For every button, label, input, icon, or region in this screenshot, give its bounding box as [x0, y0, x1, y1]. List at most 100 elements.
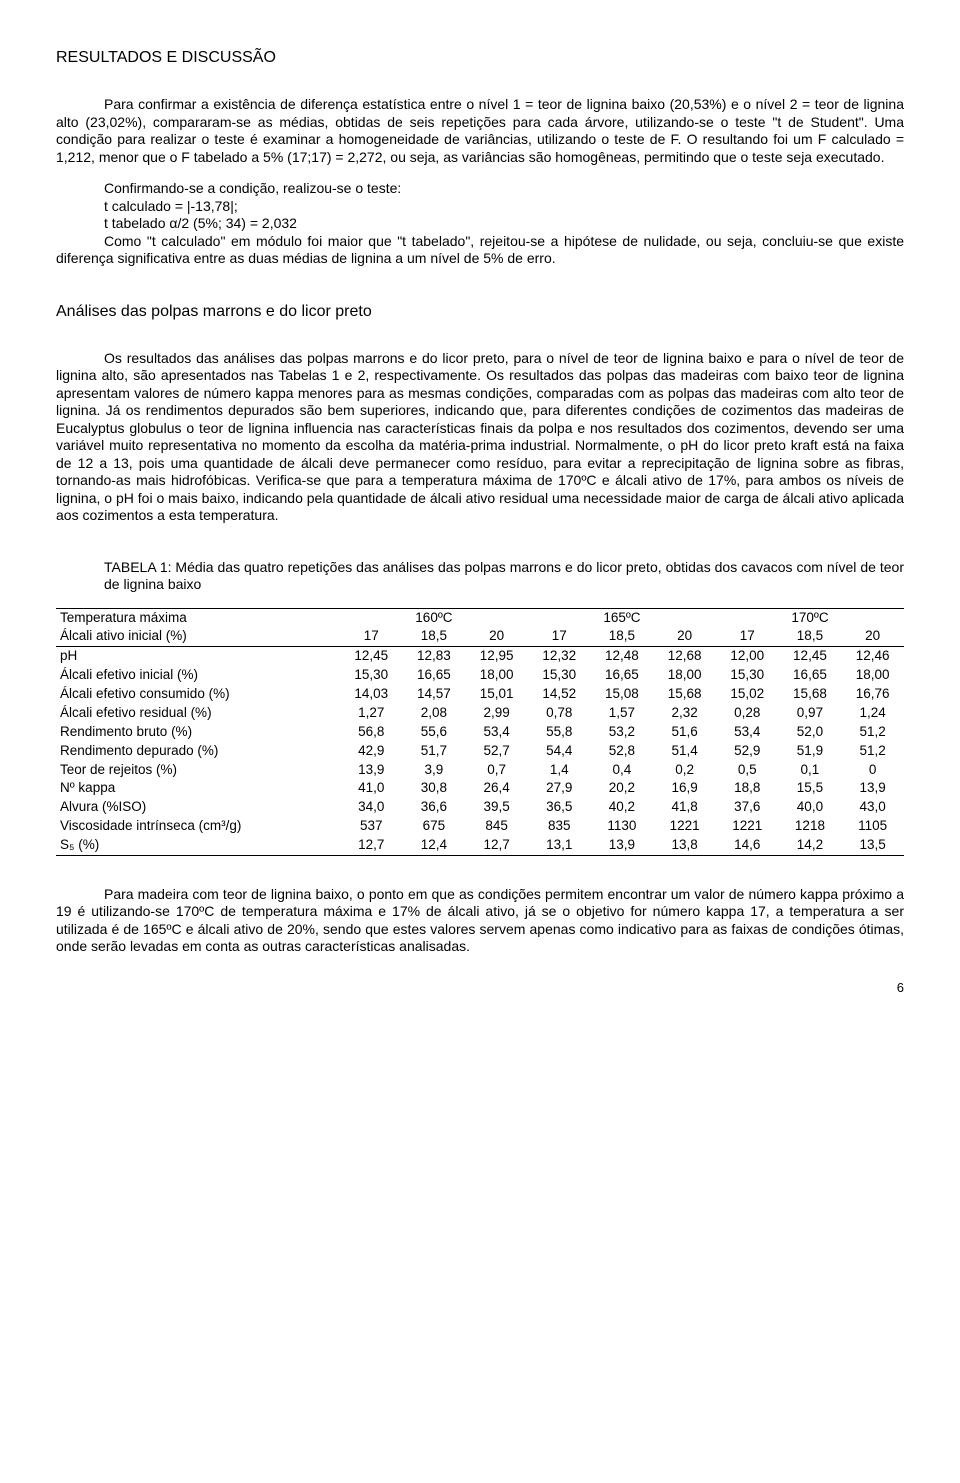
- cell: 1218: [779, 817, 842, 836]
- cell: 12,68: [653, 647, 716, 666]
- table-row-temp: Temperatura máxima 160ºC 165ºC 170ºC: [56, 608, 904, 627]
- cell: 13,5: [841, 836, 904, 855]
- row-label: Viscosidade intrínseca (cm³/g): [56, 817, 340, 836]
- t-calculado-line: t calculado = |-13,78|;: [104, 198, 904, 216]
- cell: 15,5: [779, 779, 842, 798]
- table-row: Álcali efetivo consumido (%)14,0314,57 15…: [56, 685, 904, 704]
- cell: 53,4: [465, 723, 528, 742]
- cell: 845: [465, 817, 528, 836]
- cell: 3,9: [403, 761, 466, 780]
- cell: 53,4: [716, 723, 779, 742]
- alcali-v: 17: [716, 627, 779, 646]
- cell: 0,5: [716, 761, 779, 780]
- cell: 40,2: [591, 798, 654, 817]
- cell: 15,68: [653, 685, 716, 704]
- cell: 51,4: [653, 742, 716, 761]
- cell: 52,9: [716, 742, 779, 761]
- results-table: Temperatura máxima 160ºC 165ºC 170ºC Álc…: [56, 608, 904, 856]
- section-analises-title: Análises das polpas marrons e do licor p…: [56, 302, 904, 322]
- table-row: S₅ (%)12,712,412,713,113,913,814,614,213…: [56, 836, 904, 855]
- cell: 52,0: [779, 723, 842, 742]
- cell: 1,24: [841, 704, 904, 723]
- intro-paragraph-1: Para confirmar a existência de diferença…: [56, 96, 904, 166]
- cell: 56,8: [340, 723, 403, 742]
- cell: 0,2: [653, 761, 716, 780]
- cell: 55,6: [403, 723, 466, 742]
- cell: 1130: [591, 817, 654, 836]
- confirm-line: Confirmando-se a condição, realizou-se o…: [104, 180, 904, 198]
- alcali-v: 18,5: [403, 627, 466, 646]
- cell: 14,57: [403, 685, 466, 704]
- cell: 16,76: [841, 685, 904, 704]
- alcali-v: 18,5: [591, 627, 654, 646]
- cell: 52,8: [591, 742, 654, 761]
- table-row: Nº kappa41,030,826,427,920,216,918,815,5…: [56, 779, 904, 798]
- cell: 18,00: [465, 666, 528, 685]
- cell: 12,4: [403, 836, 466, 855]
- row-label: Álcali efetivo residual (%): [56, 704, 340, 723]
- cell: 18,8: [716, 779, 779, 798]
- alcali-v: 18,5: [779, 627, 842, 646]
- cell: 12,7: [340, 836, 403, 855]
- row-label: Álcali efetivo inicial (%): [56, 666, 340, 685]
- cell: 37,6: [716, 798, 779, 817]
- cell: 13,9: [591, 836, 654, 855]
- cell: 34,0: [340, 798, 403, 817]
- row-label: Álcali efetivo consumido (%): [56, 685, 340, 704]
- cell: 14,52: [528, 685, 591, 704]
- cell: 1,57: [591, 704, 654, 723]
- row-label: pH: [56, 647, 340, 666]
- table-row: pH12,4512,8312,9512,3212,4812,6812,0012,…: [56, 647, 904, 666]
- page-number: 6: [56, 980, 904, 996]
- cell: 1221: [653, 817, 716, 836]
- temp-col-2: 165ºC: [528, 608, 716, 627]
- cell: 39,5: [465, 798, 528, 817]
- temp-label: Temperatura máxima: [56, 608, 340, 627]
- cell: 12,48: [591, 647, 654, 666]
- cell: 16,65: [591, 666, 654, 685]
- cell: 12,46: [841, 647, 904, 666]
- cell: 0: [841, 761, 904, 780]
- row-label: Nº kappa: [56, 779, 340, 798]
- cell: 16,65: [403, 666, 466, 685]
- cell: 675: [403, 817, 466, 836]
- cell: 27,9: [528, 779, 591, 798]
- cell: 1,4: [528, 761, 591, 780]
- cell: 41,0: [340, 779, 403, 798]
- cell: 0,7: [465, 761, 528, 780]
- cell: 12,45: [779, 647, 842, 666]
- table-caption: TABELA 1: Média das quatro repetições da…: [104, 559, 904, 594]
- table-row-alcali: Álcali ativo inicial (%) 17 18,5 20 17 1…: [56, 627, 904, 646]
- cell: 0,4: [591, 761, 654, 780]
- cell: 0,97: [779, 704, 842, 723]
- cell: 36,6: [403, 798, 466, 817]
- cell: 12,45: [340, 647, 403, 666]
- table-row: Alvura (%ISO)34,036,639,536,540,241,837,…: [56, 798, 904, 817]
- table-row: Viscosidade intrínseca (cm³/g)5376758458…: [56, 817, 904, 836]
- cell: 2,99: [465, 704, 528, 723]
- section-analises-para: Os resultados das análises das polpas ma…: [56, 350, 904, 525]
- intro-paragraph-2: Como "t calculado" em módulo foi maior q…: [56, 233, 904, 268]
- table-row: Teor de rejeitos (%)13,93,90,71,40,40,20…: [56, 761, 904, 780]
- cell: 15,30: [528, 666, 591, 685]
- table-row: Rendimento bruto (%)56,855,653,455,853,2…: [56, 723, 904, 742]
- cell: 36,5: [528, 798, 591, 817]
- alcali-v: 17: [528, 627, 591, 646]
- cell: 16,9: [653, 779, 716, 798]
- cell: 14,03: [340, 685, 403, 704]
- cell: 13,8: [653, 836, 716, 855]
- temp-col-3: 170ºC: [716, 608, 904, 627]
- cell: 13,1: [528, 836, 591, 855]
- cell: 55,8: [528, 723, 591, 742]
- cell: 26,4: [465, 779, 528, 798]
- cell: 14,6: [716, 836, 779, 855]
- row-label: Rendimento bruto (%): [56, 723, 340, 742]
- cell: 51,2: [841, 723, 904, 742]
- cell: 51,2: [841, 742, 904, 761]
- cell: 13,9: [340, 761, 403, 780]
- cell: 52,7: [465, 742, 528, 761]
- cell: 14,2: [779, 836, 842, 855]
- alcali-v: 17: [340, 627, 403, 646]
- row-label: S₅ (%): [56, 836, 340, 855]
- cell: 835: [528, 817, 591, 836]
